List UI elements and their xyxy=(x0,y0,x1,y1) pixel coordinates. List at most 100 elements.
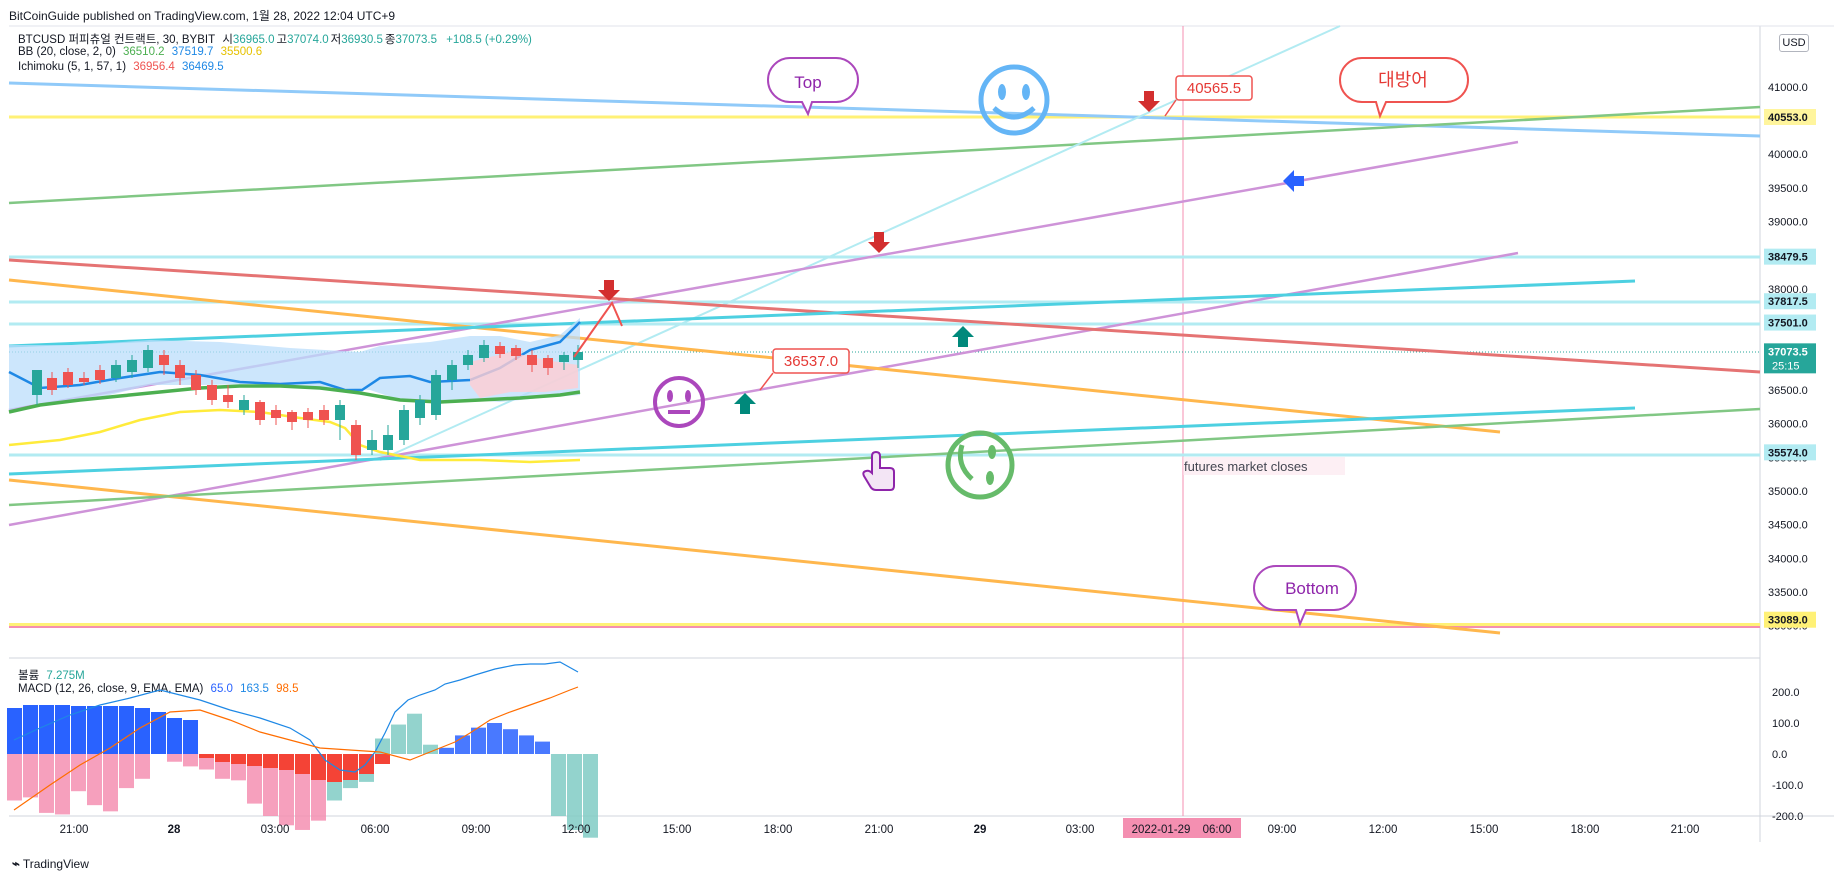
legend-bb-lower: 35500.6 xyxy=(220,46,263,58)
macd-band-bar-10 xyxy=(167,718,182,754)
legend-ohlc-1: 고37074.0 xyxy=(276,34,329,46)
price-label-0 xyxy=(1764,109,1816,125)
candle-body-18 xyxy=(319,410,329,420)
macd-bar-32 xyxy=(519,735,534,754)
legend-ohlc: 시36965.0 고37074.0 저36930.5 종37073.5 xyxy=(222,34,439,46)
macd-band-bar-5 xyxy=(87,706,102,754)
candle-body-6 xyxy=(127,360,137,372)
macd-neg-bar-8 xyxy=(327,754,342,782)
macd-band-bar-4 xyxy=(71,706,86,754)
price-label-text-0: 40553.0 xyxy=(1768,112,1808,124)
tradingview-watermark: ⌁ TradingView xyxy=(12,856,89,872)
time-axis[interactable]: 21:00 28 03:00 06:00 09:00 12:00 15:00 18:00 21:… xyxy=(60,818,1700,838)
price-axis[interactable]: 41000.040000.039500.039000.038000.037500… xyxy=(1764,82,1816,823)
macd-bar-10 xyxy=(167,754,182,762)
currency-badge[interactable]: USD xyxy=(1779,34,1809,52)
legend-ichimoku-b: 36469.5 xyxy=(182,61,224,73)
macd-bar-36 xyxy=(583,754,598,838)
smiley-neutral-icon xyxy=(653,376,705,428)
macd-neg-bar-1 xyxy=(215,754,230,762)
trendline-orange-lower xyxy=(8,478,1501,635)
macd-neg-bar-3 xyxy=(247,754,262,766)
arrow-down-red-2 xyxy=(868,232,890,253)
smiley-confused-icon xyxy=(945,430,1015,500)
tradingview-logo-icon: ⌁ xyxy=(12,856,20,871)
price-tick-7: 36500.0 xyxy=(1768,385,1808,397)
price-label-2 xyxy=(1764,293,1816,310)
legend-ohlc-0: 시36965.0 xyxy=(222,34,275,46)
smiley-happy-icon xyxy=(978,64,1050,136)
candle-body-1 xyxy=(47,378,57,390)
trendline-blue-desc xyxy=(8,81,1761,138)
time-tick-9: 29 xyxy=(974,824,987,836)
macd-band-bar-1 xyxy=(23,705,38,754)
candle-body-32 xyxy=(543,358,553,368)
candle-body-14 xyxy=(255,402,265,420)
price-label-text-6: 33089.0 xyxy=(1768,615,1808,627)
candle-body-2 xyxy=(63,372,73,385)
watermark-text: TradingView xyxy=(22,857,89,871)
pointing-hand-icon xyxy=(862,450,895,491)
price-tick-2: 39500.0 xyxy=(1768,183,1808,195)
candle-body-7 xyxy=(143,350,153,368)
bubble-top[interactable]: Top xyxy=(767,57,859,117)
callout-40565[interactable]: 40565.5 xyxy=(1164,75,1253,117)
legend-bb-label: BB (20, close, 2, 0) xyxy=(18,46,116,58)
candle-body-5 xyxy=(111,365,121,378)
macd-bar-8 xyxy=(135,754,150,779)
price-tick-1: 40000.0 xyxy=(1768,149,1808,161)
price-tick-13: 33500.0 xyxy=(1768,587,1808,599)
bb-lower-line xyxy=(8,408,581,464)
callout-36537[interactable]: 36537.0 xyxy=(759,348,850,391)
macd-bar-2 xyxy=(39,754,54,813)
macd-bar-30 xyxy=(487,723,502,754)
arrow-up-green-1 xyxy=(734,393,756,414)
legend-macd-label: MACD (12, 26, close, 9, EMA, EMA) xyxy=(18,683,204,695)
legend-symbol-row: BTCUSD 퍼피츄얼 컨트랙트, 30, BYBIT 시36965.0 고370… xyxy=(18,31,536,47)
price-label-text-3: 37501.0 xyxy=(1768,318,1808,330)
price-label-3 xyxy=(1764,314,1816,331)
macd-bar-0 xyxy=(7,754,22,801)
legend-volume-value: 7.275M xyxy=(46,670,85,682)
bubble-bottom[interactable]: Bottom xyxy=(1253,565,1357,627)
bubble-bottom-text: Bottom xyxy=(1285,579,1339,598)
trendline-purple-lower xyxy=(8,251,1519,527)
macd-bar-5 xyxy=(87,754,102,806)
macd-bar-7 xyxy=(119,754,134,789)
candle-body-21 xyxy=(367,440,377,450)
time-tick-11: 2022-01-29 xyxy=(1132,824,1191,836)
legend-change: +108.5 (+0.29%) xyxy=(446,34,532,46)
legend-bb-row: BB (20, close, 2, 0) 36510.2 37519.7 355… xyxy=(18,46,266,58)
price-label-text-4: 37073.5 xyxy=(1768,346,1808,358)
legend-ichimoku-a: 36956.4 xyxy=(133,61,175,73)
macd-bar-15 xyxy=(247,754,262,804)
time-tick-15: 15:00 xyxy=(1470,824,1499,836)
macd-bar-3 xyxy=(55,754,70,815)
futures-note[interactable]: futures market closes xyxy=(1183,457,1345,475)
macd-bar-23 xyxy=(375,738,390,754)
time-tick-0: 21:00 xyxy=(60,824,89,836)
price-label-text-1: 38479.5 xyxy=(1768,252,1808,264)
candle-body-29 xyxy=(495,346,505,354)
candle-body-23 xyxy=(399,410,409,440)
macd-bar-35 xyxy=(567,754,582,830)
macd-band-bar-6 xyxy=(103,706,118,754)
candle-body-8 xyxy=(159,355,169,365)
trendline-teal-upper xyxy=(8,279,1636,348)
legend-macd-signal: 163.5 xyxy=(240,683,269,695)
macd-neg-bar-11 xyxy=(375,754,390,764)
macd-tick-2: 0.0 xyxy=(1772,749,1787,761)
macd-bar-1 xyxy=(23,754,38,798)
macd-neg-bar-7 xyxy=(311,754,326,780)
bubble-defense[interactable]: 대방어 xyxy=(1339,57,1469,119)
time-tick-1: 28 xyxy=(168,824,181,836)
macd-band-bar-7 xyxy=(119,706,134,754)
macd-bar-25 xyxy=(407,713,422,754)
macd-band-bar-8 xyxy=(135,708,150,754)
macd-band-bar-3 xyxy=(55,705,70,754)
time-tick-7: 18:00 xyxy=(764,824,793,836)
price-tick-4: 38000.0 xyxy=(1768,284,1808,296)
macd-bar-6 xyxy=(103,754,118,812)
macd-bar-16 xyxy=(263,754,278,816)
